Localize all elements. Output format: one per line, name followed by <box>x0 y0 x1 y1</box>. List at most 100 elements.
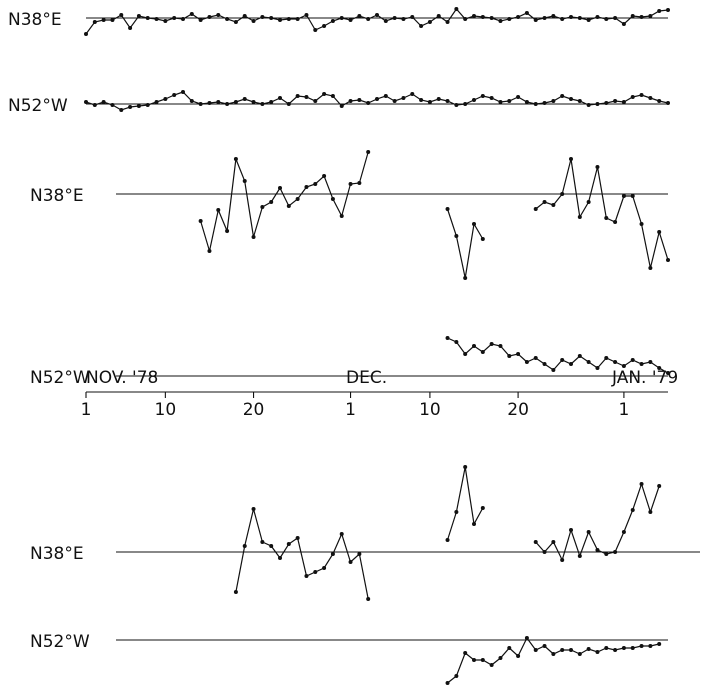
trace-point <box>84 32 88 36</box>
trace-point <box>595 102 600 106</box>
trace-point <box>586 103 591 107</box>
trace-point <box>613 360 618 364</box>
trace-point <box>533 356 538 360</box>
trace-point <box>419 98 424 102</box>
trace-label: N38°E <box>8 10 62 30</box>
trace-point <box>375 13 379 17</box>
trace-point <box>136 14 141 18</box>
trace-point <box>577 215 582 219</box>
trace-point <box>551 652 556 656</box>
trace-point <box>260 540 265 544</box>
trace-point <box>595 366 600 370</box>
trace-point <box>295 17 300 21</box>
trace-point <box>569 15 573 19</box>
trace-point <box>366 101 371 105</box>
trace-point <box>145 16 150 20</box>
x-tick-label: 20 <box>507 400 529 420</box>
trace-point <box>560 192 565 196</box>
trace-point <box>657 9 662 13</box>
trace-point <box>172 93 177 97</box>
trace-point <box>269 100 274 104</box>
trace-point <box>586 530 591 534</box>
trace-point <box>92 103 97 107</box>
trace-point <box>392 16 397 20</box>
trace-point <box>322 174 327 178</box>
trace-point <box>463 276 468 280</box>
trace-point <box>657 99 662 103</box>
trace-point <box>278 96 282 100</box>
trace-point <box>322 566 327 570</box>
trace-point <box>154 17 159 21</box>
trace-point <box>577 354 582 358</box>
trace-point <box>207 101 212 105</box>
trace-point <box>181 90 185 94</box>
trace-point <box>427 100 432 104</box>
trace-point <box>630 358 635 362</box>
trace-point <box>630 646 635 650</box>
trace-point <box>613 550 618 554</box>
trace-label: N52°W <box>30 632 90 652</box>
trace-point <box>613 16 618 20</box>
trace-point <box>330 197 335 201</box>
trace-point <box>216 208 221 212</box>
trace-point <box>286 102 291 106</box>
trace-point <box>286 204 291 208</box>
trace-point <box>339 104 344 108</box>
trace-point <box>604 646 609 650</box>
x-tick-label: 1 <box>618 400 629 420</box>
trace-point <box>560 358 565 362</box>
trace-point <box>233 590 238 594</box>
trace-point <box>542 101 547 105</box>
trace-point <box>595 165 600 169</box>
trace-point <box>666 371 670 375</box>
trace-point <box>621 22 626 26</box>
trace-point <box>427 20 432 24</box>
trace-label: N52°W <box>30 368 90 388</box>
trace-point <box>348 182 353 186</box>
trace-point <box>480 658 485 662</box>
trace-point <box>621 100 626 104</box>
trace-point <box>569 528 573 532</box>
trace-point <box>401 17 406 21</box>
trace-point <box>489 16 494 20</box>
trace-point <box>542 16 547 20</box>
trace-point <box>498 344 503 348</box>
trace-point <box>216 100 221 104</box>
trace-point <box>551 99 556 103</box>
trace-point <box>463 352 468 356</box>
trace-point <box>260 205 265 209</box>
trace-point <box>657 230 662 234</box>
trace-line <box>235 508 369 600</box>
trace-point <box>172 16 177 20</box>
trace-point <box>366 150 371 154</box>
trace-line <box>200 151 369 252</box>
trace-point <box>269 200 274 204</box>
month-label: NOV. '78 <box>86 368 158 388</box>
trace-point <box>498 100 503 104</box>
trace-point <box>648 266 653 270</box>
trace-point <box>119 13 124 17</box>
x-tick-label: 10 <box>155 400 177 420</box>
trace-point <box>145 103 150 107</box>
trace-point <box>366 597 371 601</box>
trace-point <box>472 658 476 662</box>
trace-point <box>110 103 115 107</box>
trace-point <box>233 100 238 104</box>
trace-point <box>92 20 97 24</box>
trace-point <box>225 229 230 233</box>
trace-point <box>666 101 670 105</box>
trace-point <box>304 185 309 189</box>
trace-point <box>339 214 344 218</box>
trace-point <box>630 95 635 99</box>
trace-point <box>630 508 635 512</box>
trace-point <box>524 11 529 15</box>
trace-point <box>533 207 538 211</box>
trace-point <box>560 648 565 652</box>
trace-label: N52°W <box>8 96 68 116</box>
trace-point <box>577 554 582 558</box>
trace-point <box>260 15 265 19</box>
trace-point <box>533 18 538 22</box>
trace-point <box>551 540 556 544</box>
month-label: DEC. <box>346 368 387 388</box>
